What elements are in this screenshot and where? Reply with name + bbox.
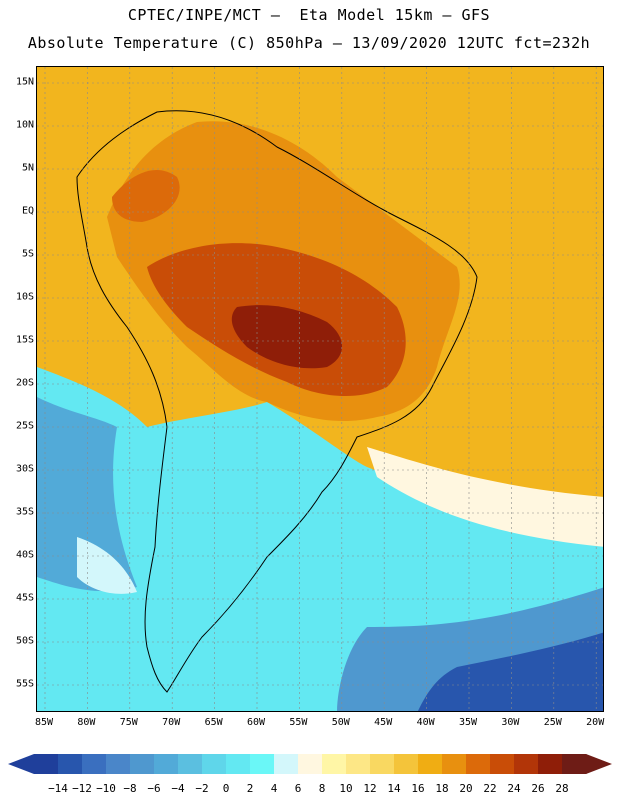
colorbar	[8, 754, 612, 774]
colorbar-label: 20	[459, 782, 473, 795]
colorbar-label: 14	[387, 782, 401, 795]
continent-hottest-core	[231, 305, 342, 369]
lat-label-45s: 45S	[15, 592, 34, 604]
lon-label-25w: 25W	[543, 717, 562, 728]
colorbar-segment	[514, 754, 539, 774]
lon-label-40w: 40W	[416, 717, 435, 728]
colorbar-segment	[130, 754, 155, 774]
colorbar-segment	[154, 754, 179, 774]
lon-label-30w: 30W	[501, 717, 520, 728]
lat-label-50s: 50S	[15, 635, 34, 647]
lat-label-5n: 5N	[21, 162, 34, 174]
colorbar-segment	[466, 754, 491, 774]
colorbar-segment	[394, 754, 419, 774]
lat-label-5s: 5S	[21, 248, 34, 260]
colorbar-segment	[442, 754, 467, 774]
lon-label-80w: 80W	[77, 717, 96, 728]
chart-subtitle: Absolute Temperature (C) 850hPa – 13/09/…	[27, 34, 591, 52]
lat-label-25s: 25S	[15, 420, 34, 432]
colorbar-segment	[58, 754, 83, 774]
lat-label-40s: 40S	[15, 549, 34, 561]
colorbar-label: 4	[270, 782, 278, 795]
colorbar-segment	[274, 754, 299, 774]
colorbar-label: −8	[123, 782, 137, 795]
lat-label-55s: 55S	[15, 678, 34, 690]
colorbar-label: 2	[246, 782, 254, 795]
colorbar-label: 26	[531, 782, 545, 795]
chart-title: CPTEC/INPE/MCT – Eta Model 15km – GFS	[127, 6, 491, 24]
colorbar-segment	[562, 754, 587, 774]
lat-label-15n: 15N	[15, 76, 34, 88]
colorbar-segment	[34, 754, 59, 774]
colorbar-label: −6	[147, 782, 161, 795]
lat-label-35s: 35S	[15, 506, 34, 518]
colorbar-label: −10	[96, 782, 116, 795]
colorbar-label: −2	[195, 782, 209, 795]
coldest-region-south	[417, 632, 603, 711]
lon-label-70w: 70W	[162, 717, 181, 728]
colorbar-segment	[418, 754, 443, 774]
colorbar-label: −12	[72, 782, 92, 795]
colorbar-segment	[106, 754, 131, 774]
colorbar-segment	[250, 754, 275, 774]
lat-label-eq: EQ	[21, 205, 34, 217]
colorbar-label: 8	[318, 782, 326, 795]
colorbar-segment	[202, 754, 227, 774]
colorbar-segment	[178, 754, 203, 774]
lat-label-10n: 10N	[15, 119, 34, 131]
colorbar-min-arrow	[8, 754, 34, 774]
lat-label-30s: 30S	[15, 463, 34, 475]
cool-region-west	[37, 397, 137, 592]
lat-label-10s: 10S	[15, 291, 34, 303]
colorbar-label: 10	[339, 782, 353, 795]
lat-label-15s: 15S	[15, 334, 34, 346]
colorbar-label: 22	[483, 782, 497, 795]
colorbar-label: 6	[294, 782, 302, 795]
colorbar-segment	[82, 754, 107, 774]
lon-label-85w: 85W	[34, 717, 54, 728]
colorbar-label: 24	[507, 782, 521, 795]
lon-label-60w: 60W	[246, 717, 266, 728]
colorbar-label: 16	[411, 782, 425, 795]
colorbar-label: −4	[171, 782, 185, 795]
colorbar-segment	[538, 754, 563, 774]
colorbar-segment	[346, 754, 371, 774]
lon-label-75w: 75W	[119, 717, 138, 728]
pale-band-southern	[367, 447, 603, 547]
colorbar-label: 18	[435, 782, 449, 795]
colorbar-label: 28	[555, 782, 569, 795]
light-cyan-patch	[77, 537, 137, 594]
lon-label-45w: 45W	[374, 717, 393, 728]
colorbar-label: 12	[363, 782, 377, 795]
lat-label-20s: 20S	[15, 377, 34, 389]
lon-label-55w: 55W	[289, 717, 308, 728]
northwest-hot-patch	[112, 169, 180, 222]
colorbar-segment	[322, 754, 347, 774]
colorbar-segment	[490, 754, 515, 774]
lon-label-50w: 50W	[331, 717, 350, 728]
lon-label-20w: 20W	[586, 717, 605, 728]
south-america-coastline	[76, 110, 478, 693]
colorbar-segment	[370, 754, 395, 774]
colorbar-label: 0	[222, 782, 230, 795]
temperature-map	[36, 66, 604, 712]
colorbar-label: −14	[48, 782, 68, 795]
colorbar-max-arrow	[586, 754, 612, 774]
lon-label-65w: 65W	[204, 717, 223, 728]
colorbar-segment	[298, 754, 323, 774]
lon-label-35w: 35W	[458, 717, 478, 728]
map-canvas	[37, 67, 603, 711]
colorbar-segment	[226, 754, 251, 774]
